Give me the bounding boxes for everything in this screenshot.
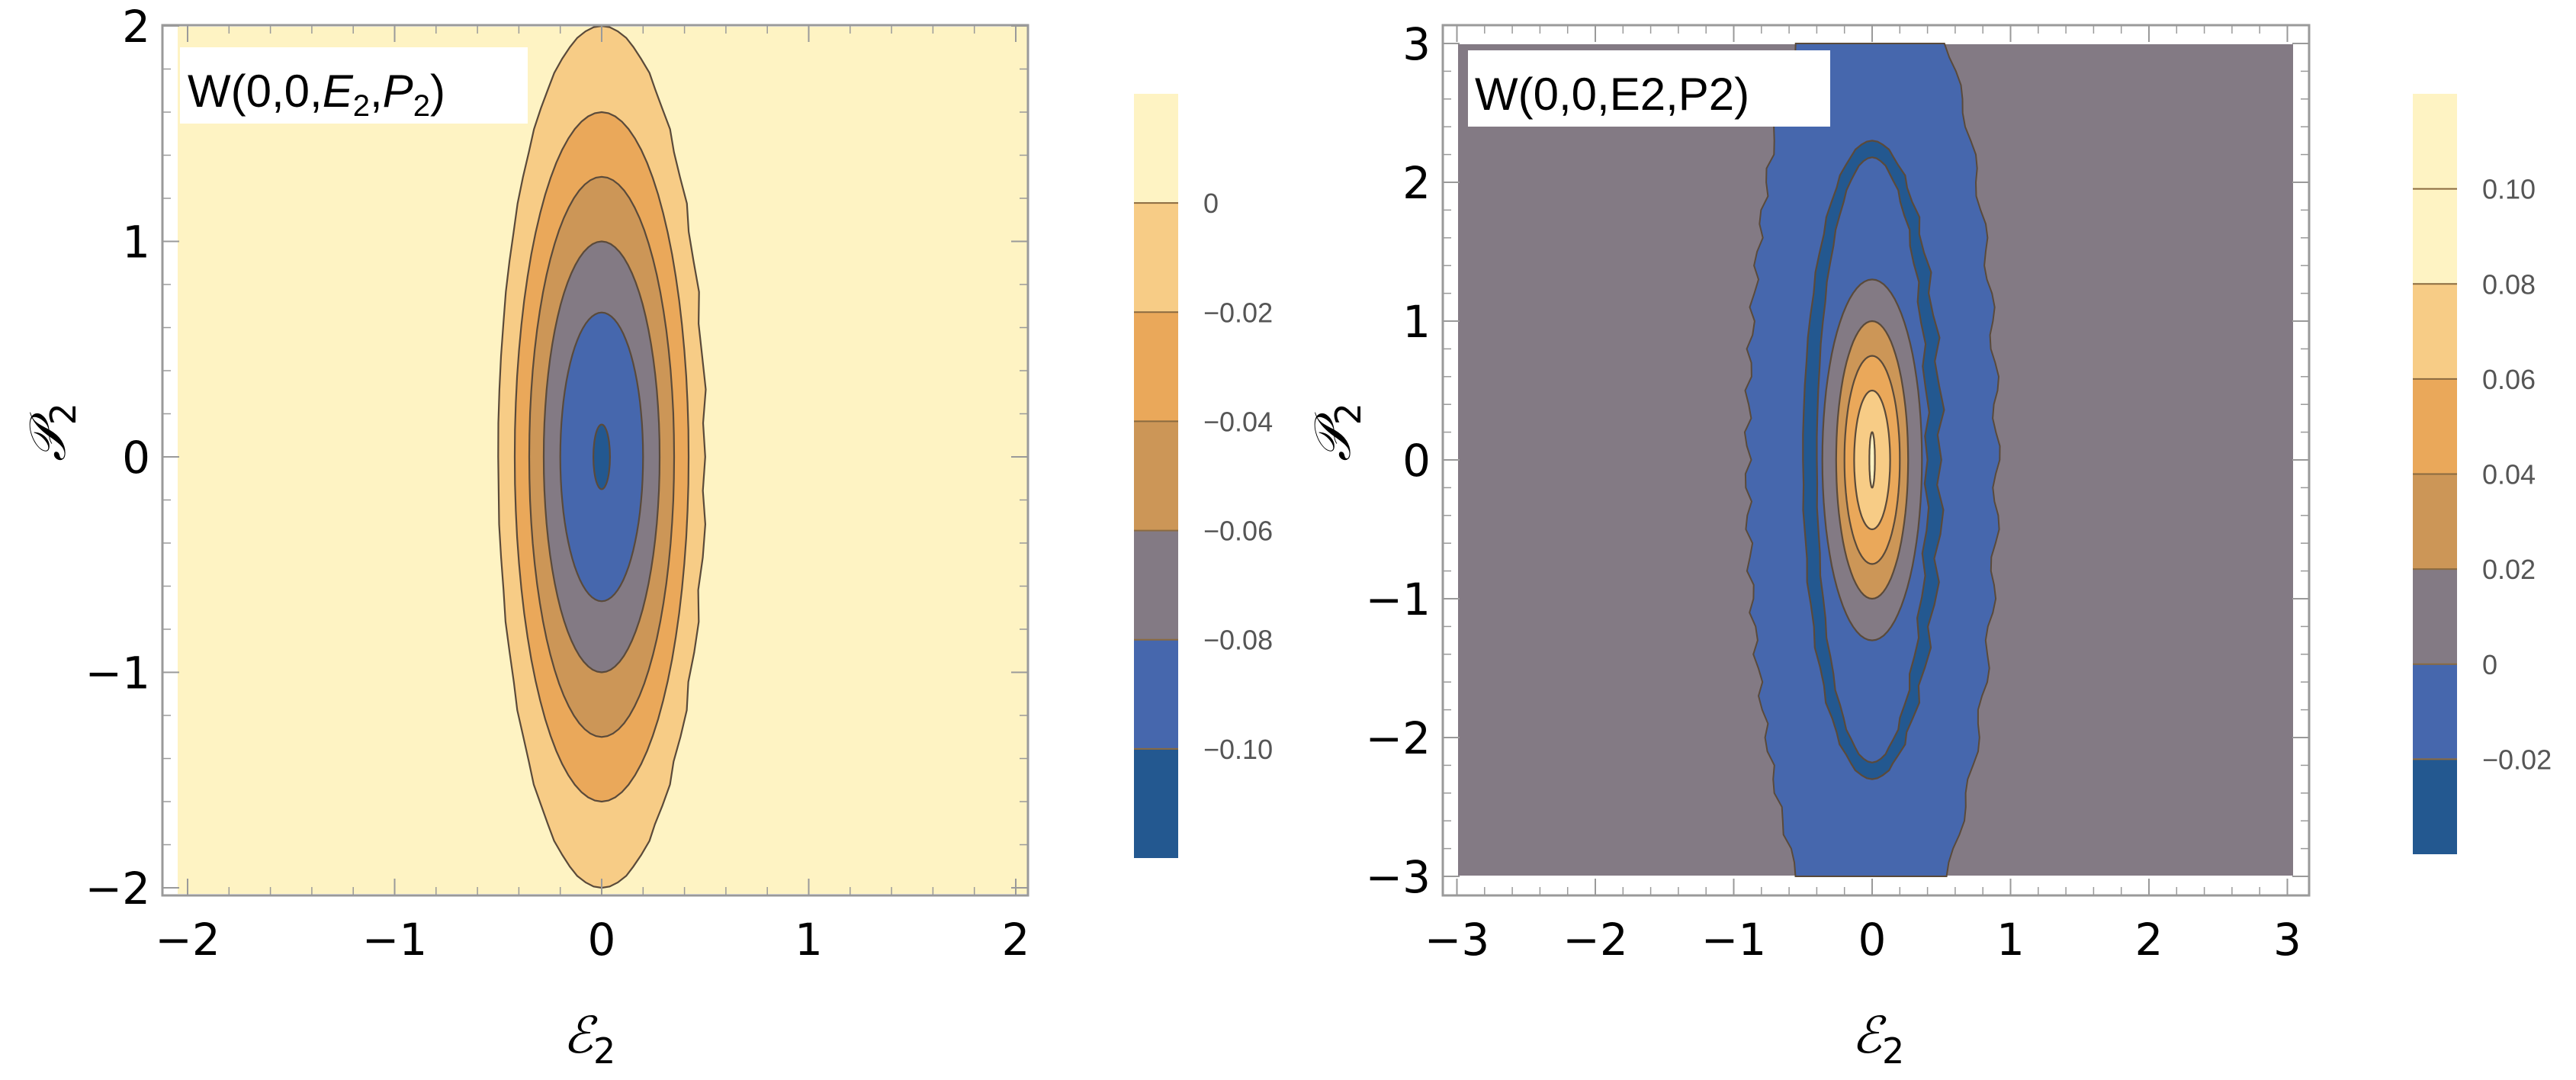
colorbar-swatch [2413, 664, 2457, 760]
colorbar-tick-label: 0.06 [2482, 364, 2536, 395]
y-tick-label: 1 [1402, 296, 1431, 348]
colorbar-tick-label: −0.04 [1203, 406, 1273, 437]
colorbar-swatch [2413, 569, 2457, 664]
title-box-left [180, 47, 528, 124]
x-tick-label: −1 [362, 914, 428, 966]
y-tick-label: 1 [122, 217, 150, 268]
colorbar-swatch [2413, 284, 2457, 379]
x-tick-label: 0 [588, 914, 616, 966]
y-tick-label: 2 [122, 1, 150, 53]
title-left: W(0,0,E2,P2) [188, 66, 445, 123]
plot-frame-left [161, 24, 1029, 897]
y-tick-label: −2 [1366, 712, 1431, 764]
colorbar-tick-label: −0.02 [1203, 297, 1273, 328]
y-axis-label-left: 𝒫2 [18, 403, 84, 461]
colorbar-swatch [2413, 94, 2457, 189]
colorbar-tick-label: −0.08 [1203, 625, 1273, 656]
x-tick-label: 2 [1002, 914, 1030, 966]
colorbar-swatch [1134, 421, 1178, 531]
x-axis-label-left: ℰ2 [563, 1006, 615, 1072]
colorbar-tick-label: −0.10 [1203, 734, 1273, 765]
x-tick-label: 1 [795, 914, 823, 966]
y-tick-label: 0 [1402, 435, 1431, 487]
colorbar-swatch [2413, 759, 2457, 854]
x-tick-label: −2 [1563, 914, 1628, 966]
x-tick-label: 0 [1858, 914, 1887, 966]
ticks-right: −3 −2 −1 0 1 2 3 −3 −2 −1 0 1 2 3 [1366, 18, 2309, 966]
contour-bands-left [497, 24, 707, 889]
colorbar-tick-label: 0.04 [2482, 459, 2536, 490]
colorbar-left: 0 −0.02 −0.04 −0.06 −0.08 −0.10 [1134, 94, 1273, 858]
colorbar-swatch [1134, 312, 1178, 422]
title-box-right [1468, 50, 1830, 127]
ticks-left: −2 −1 0 1 2 −2 −1 0 1 2 [85, 1, 1030, 966]
colorbar-swatch [1134, 203, 1178, 313]
contour-level-5 [592, 423, 612, 490]
x-tick-label: 2 [2135, 914, 2163, 966]
x-axis-label-right: ℰ2 [1852, 1006, 1904, 1072]
y-tick-label: −2 [85, 863, 151, 914]
x-tick-label: −1 [1701, 914, 1767, 966]
x-tick-label: 3 [2273, 914, 2301, 966]
colorbar-swatch [1134, 530, 1178, 640]
colorbar-right: 0.10 0.08 0.06 0.04 0.02 0 −0.02 [2413, 94, 2552, 854]
y-tick-label: 3 [1402, 18, 1431, 70]
colorbar-swatch [2413, 474, 2457, 570]
colorbar-tick-label: 0 [1203, 188, 1219, 219]
panel-left: −2 −1 0 1 2 −2 −1 0 1 2 W(0,0,E2,P2) ℰ2 𝒫2 0 −0.02… [18, 1, 1273, 1072]
colorbar-swatch [1134, 639, 1178, 749]
colorbar-tick-label: 0.10 [2482, 174, 2536, 205]
x-tick-label: 1 [1996, 914, 2025, 966]
y-axis-label-right: 𝒫2 [1303, 403, 1369, 461]
colorbar-swatch [2413, 188, 2457, 284]
title-right: W(0,0,E2,P2) [1475, 69, 1749, 120]
colorbar-tick-label: 0 [2482, 649, 2497, 680]
colorbar-tick-label: 0.02 [2482, 554, 2536, 585]
colorbar-swatch [2413, 378, 2457, 474]
colorbar-tick-label: −0.02 [2482, 744, 2552, 775]
x-tick-label: −2 [155, 914, 220, 966]
colorbar-swatch [1134, 94, 1178, 204]
x-tick-label: −3 [1425, 914, 1490, 966]
colorbar-tick-label: 0.08 [2482, 268, 2536, 300]
contour-level-6 [1868, 431, 1876, 489]
y-tick-label: −3 [1366, 851, 1431, 903]
colorbar-tick-label: −0.06 [1203, 516, 1273, 547]
y-tick-label: 2 [1402, 157, 1431, 209]
colorbar-swatch [1134, 748, 1178, 858]
y-tick-label: 0 [122, 432, 150, 484]
y-tick-label: −1 [1366, 574, 1431, 625]
contour-bands-right [1743, 43, 2001, 877]
y-tick-label: −1 [85, 648, 151, 699]
